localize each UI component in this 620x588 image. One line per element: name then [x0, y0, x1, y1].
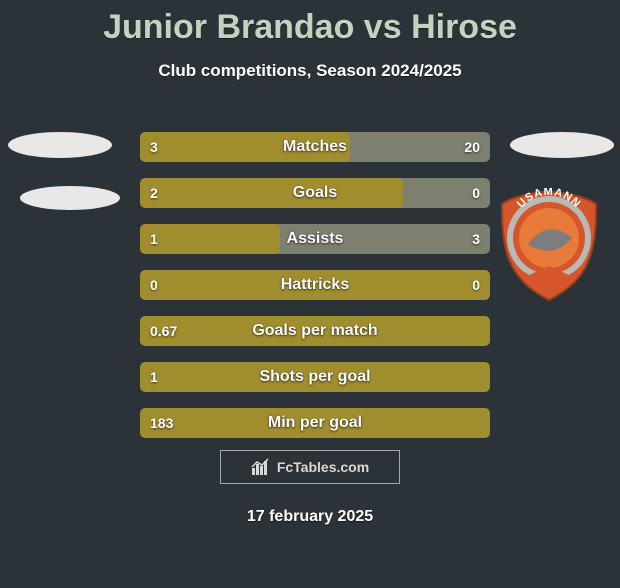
stat-label: Shots per goal: [140, 368, 490, 386]
stat-label: Matches: [140, 138, 490, 156]
stat-row: 320Matches: [140, 132, 490, 162]
stat-row: 00Hattricks: [140, 270, 490, 300]
page-title: Junior Brandao vs Hirose: [0, 8, 620, 47]
player-left-photo-placeholder-2: [20, 186, 120, 210]
stat-row: 20Goals: [140, 178, 490, 208]
stat-row: 1Shots per goal: [140, 362, 490, 392]
stat-row: 183Min per goal: [140, 408, 490, 438]
stat-label: Min per goal: [140, 414, 490, 432]
date-label: 17 february 2025: [0, 508, 620, 526]
team-badge-right: USAMANN: [498, 188, 600, 304]
stat-row: 13Assists: [140, 224, 490, 254]
player-left-photo-placeholder-1: [8, 132, 112, 158]
stat-row: 0.67Goals per match: [140, 316, 490, 346]
stat-label: Goals: [140, 184, 490, 202]
brand-logo-icon: [251, 458, 271, 476]
stat-label: Assists: [140, 230, 490, 248]
stat-label: Goals per match: [140, 322, 490, 340]
page-subtitle: Club competitions, Season 2024/2025: [0, 61, 620, 81]
stat-label: Hattricks: [140, 276, 490, 294]
brand-text: FcTables.com: [277, 459, 369, 475]
player-right-photo-placeholder: [510, 132, 614, 158]
brand-attribution: FcTables.com: [220, 450, 400, 484]
stats-bars: 320Matches 20Goals 13Assists 00Hattricks 0.6…: [140, 132, 490, 454]
